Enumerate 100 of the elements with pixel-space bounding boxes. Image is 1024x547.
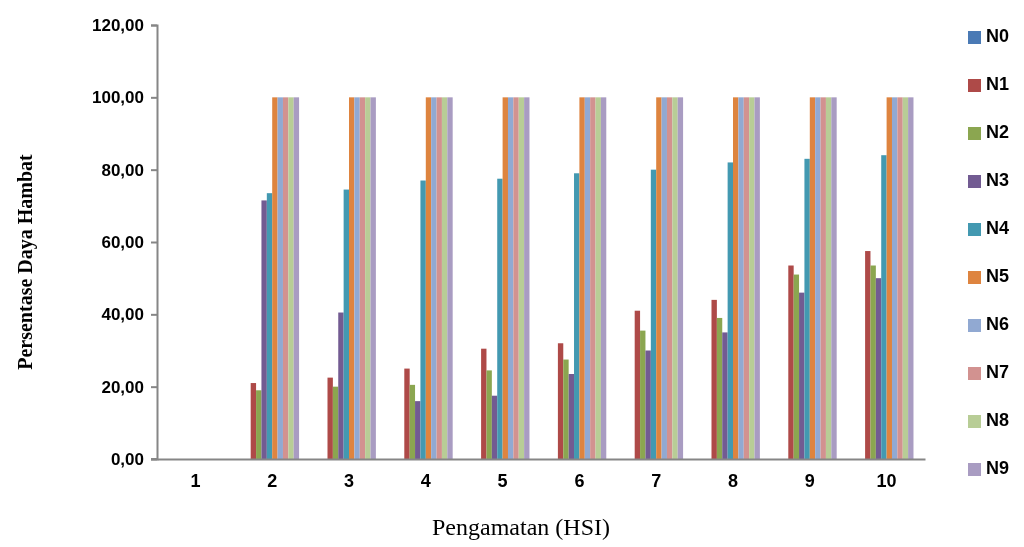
- legend-label: N8: [986, 410, 1010, 430]
- bar: [293, 97, 300, 459]
- bar: [250, 383, 257, 459]
- y-axis-title: Persentase Daya Hambat: [14, 153, 37, 370]
- y-tick-label: 80,00: [101, 160, 144, 180]
- x-tick-label: 4: [420, 471, 431, 492]
- bar: [799, 292, 805, 459]
- bar: [365, 97, 371, 459]
- bar: [749, 97, 755, 459]
- bar: [441, 97, 448, 459]
- bar: [343, 189, 349, 459]
- x-tick-label: 5: [497, 471, 508, 492]
- bar: [711, 299, 717, 459]
- bar: [436, 97, 442, 459]
- bar: [404, 368, 410, 459]
- bar: [891, 97, 898, 459]
- bar: [256, 390, 262, 459]
- legend-label: N0: [986, 26, 1010, 46]
- x-tick-label: 8: [727, 471, 739, 492]
- x-tick-label: 3: [343, 471, 355, 492]
- bar: [590, 97, 596, 459]
- bar: [831, 97, 837, 459]
- bar: [481, 348, 487, 459]
- bar: [425, 97, 432, 459]
- bar: [332, 386, 339, 459]
- bar: [886, 97, 892, 459]
- x-tick-label: 7: [651, 471, 662, 492]
- bar: [574, 173, 580, 459]
- legend-label: N7: [986, 362, 1010, 382]
- bar: [277, 97, 283, 459]
- y-tick-label: 40,00: [101, 305, 144, 325]
- bar: [354, 97, 360, 459]
- bar: [431, 97, 437, 459]
- bar: [518, 97, 525, 459]
- y-tick-label: 20,00: [101, 377, 144, 397]
- bar: [908, 97, 914, 459]
- bar: [266, 193, 273, 459]
- bar: [640, 330, 646, 459]
- y-tick-label: 60,00: [101, 232, 144, 252]
- bar: [579, 97, 585, 459]
- legend-label: N6: [986, 314, 1010, 334]
- bar: [645, 350, 651, 459]
- legend-label: N2: [986, 122, 1010, 142]
- bar: [788, 265, 794, 459]
- bar: [513, 97, 519, 459]
- bar: [491, 395, 498, 459]
- bar: [672, 97, 678, 459]
- x-tick-label: 2: [267, 471, 278, 492]
- bar: [507, 97, 514, 459]
- bar: [634, 310, 641, 459]
- y-tick-label: 100,00: [92, 88, 144, 108]
- legend-label: N5: [986, 266, 1010, 286]
- bar: [502, 97, 508, 459]
- bar: [282, 97, 289, 459]
- bar: [600, 97, 607, 459]
- bar: [820, 97, 826, 459]
- bar: [349, 97, 355, 459]
- y-tick-label: 0,00: [110, 449, 144, 469]
- bar: [865, 251, 871, 459]
- bar: [754, 97, 760, 459]
- bar: [825, 97, 832, 459]
- bar: [661, 97, 667, 459]
- bar: [288, 97, 294, 459]
- bar: [409, 384, 416, 459]
- bar: [650, 169, 657, 459]
- bar: [338, 312, 344, 459]
- bar: [738, 97, 744, 459]
- bar: [595, 97, 601, 459]
- bar: [524, 97, 530, 459]
- x-tick-label: 1: [190, 471, 201, 492]
- bar: [722, 332, 728, 459]
- bar: [415, 401, 421, 459]
- legend-label: N9: [986, 458, 1010, 478]
- x-axis-title: Pengamatan (HSI): [432, 514, 610, 540]
- bar: [568, 374, 575, 459]
- x-tick-label: 6: [574, 471, 585, 492]
- bar: [875, 278, 882, 459]
- bar: [815, 97, 821, 459]
- bar: [557, 343, 564, 459]
- bar: [733, 97, 739, 459]
- bar: [272, 97, 278, 459]
- bar: [793, 274, 800, 459]
- bar: [727, 162, 733, 459]
- bar: [677, 97, 684, 459]
- legend-label: N4: [986, 218, 1010, 238]
- x-tick-label: 10: [876, 471, 897, 492]
- bar: [716, 317, 723, 459]
- x-tick-label: 9: [804, 471, 815, 492]
- bar: [370, 97, 376, 459]
- bar: [656, 97, 662, 459]
- bar: [902, 97, 909, 459]
- bar: [804, 158, 810, 459]
- legend-label: N3: [986, 170, 1010, 190]
- bar: [447, 97, 453, 459]
- bar: [497, 178, 503, 459]
- bar: [486, 370, 492, 459]
- bar: [881, 155, 887, 459]
- bar: [563, 359, 569, 459]
- bar: [743, 97, 750, 459]
- bar: [420, 180, 426, 459]
